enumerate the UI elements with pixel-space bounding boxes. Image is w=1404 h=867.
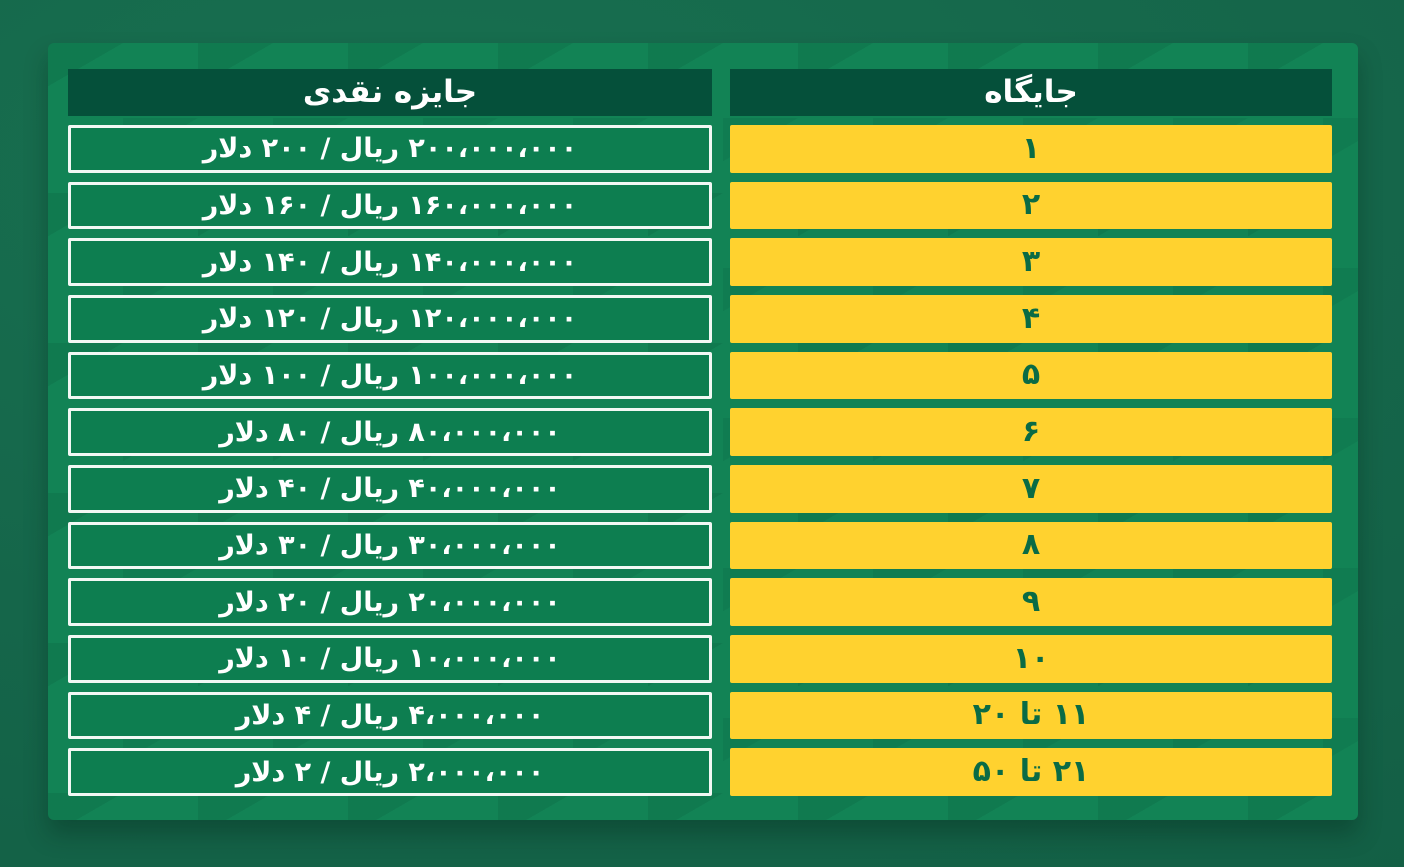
- rank-cell-11-20: ۱۱ تا ۲۰: [730, 691, 1332, 740]
- prize-table-card: جایگاه جایزه نقدی ۱ ۲۰۰،۰۰۰،۰۰۰ ریال / ۲…: [48, 43, 1358, 820]
- rank-cell-9: ۹: [730, 578, 1332, 626]
- prize-cell-4: ۱۲۰،۰۰۰،۰۰۰ ریال / ۱۲۰ دلار: [68, 295, 712, 343]
- prize-cell-21-50: ۲،۰۰۰،۰۰۰ ریال / ۲ دلار: [68, 748, 712, 796]
- prize-cell-7: ۴۰،۰۰۰،۰۰۰ ریال / ۴۰ دلار: [68, 465, 712, 513]
- rank-cell-4: ۴: [730, 295, 1332, 343]
- rank-cell-3: ۳: [730, 238, 1332, 286]
- rank-cell-21-50: ۲۱ تا ۵۰: [730, 748, 1332, 796]
- prize-cell-2: ۱۶۰،۰۰۰،۰۰۰ ریال / ۱۶۰ دلار: [68, 181, 712, 230]
- rank-cell-1: ۱: [730, 125, 1332, 173]
- rank-cell-10: ۱۰: [730, 635, 1332, 683]
- rank-cell-5: ۵: [730, 351, 1332, 400]
- prize-cell-8: ۳۰،۰۰۰،۰۰۰ ریال / ۳۰ دلار: [68, 521, 712, 570]
- prize-table: جایگاه جایزه نقدی ۱ ۲۰۰،۰۰۰،۰۰۰ ریال / ۲…: [68, 69, 1332, 796]
- prize-cell-3: ۱۴۰،۰۰۰،۰۰۰ ریال / ۱۴۰ دلار: [68, 238, 712, 286]
- rank-column-header: جایگاه: [730, 69, 1332, 116]
- rank-cell-2: ۲: [730, 181, 1332, 230]
- prize-cell-10: ۱۰،۰۰۰،۰۰۰ ریال / ۱۰ دلار: [68, 635, 712, 683]
- prize-cell-5: ۱۰۰،۰۰۰،۰۰۰ ریال / ۱۰۰ دلار: [68, 351, 712, 400]
- prize-cell-9: ۲۰،۰۰۰،۰۰۰ ریال / ۲۰ دلار: [68, 578, 712, 626]
- rank-cell-6: ۶: [730, 408, 1332, 456]
- prize-cell-6: ۸۰،۰۰۰،۰۰۰ ریال / ۸۰ دلار: [68, 408, 712, 456]
- prize-cell-1: ۲۰۰،۰۰۰،۰۰۰ ریال / ۲۰۰ دلار: [68, 125, 712, 173]
- rank-cell-7: ۷: [730, 465, 1332, 513]
- rank-cell-8: ۸: [730, 521, 1332, 570]
- prize-column-header: جایزه نقدی: [68, 69, 712, 116]
- prize-cell-11-20: ۴،۰۰۰،۰۰۰ ریال / ۴ دلار: [68, 691, 712, 740]
